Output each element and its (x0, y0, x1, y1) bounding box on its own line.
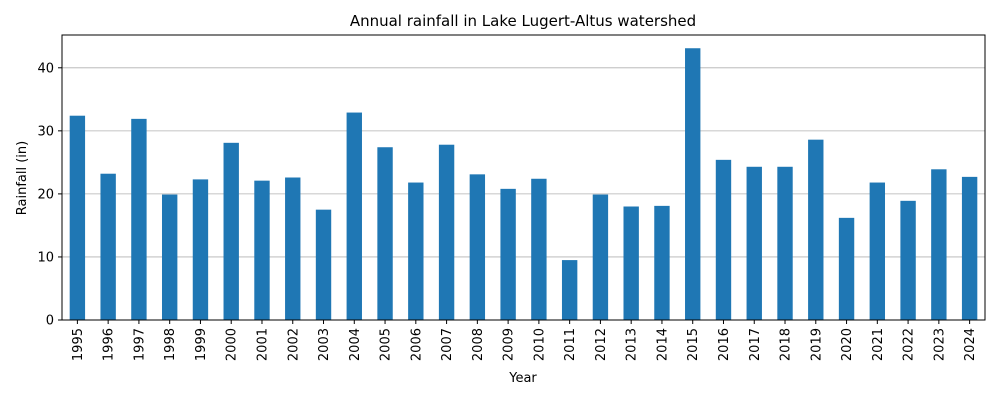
x-tick-label-2007: 2007 (440, 328, 455, 361)
bar-1999 (192, 179, 209, 320)
bar-2014 (654, 205, 670, 320)
bar-2012 (592, 194, 609, 320)
x-tick-label-2012: 2012 (594, 328, 609, 361)
x-tick-label-2014: 2014 (655, 328, 670, 361)
bar-2021 (869, 182, 886, 320)
y-tick-label: 10 (37, 250, 54, 265)
plot-frame (61, 34, 986, 321)
x-tick-label-2001: 2001 (255, 328, 270, 361)
x-tick-label-2017: 2017 (748, 328, 763, 361)
bar-2016 (715, 159, 732, 320)
x-tick-label-1999: 1999 (194, 328, 209, 361)
x-tick-label-2002: 2002 (286, 328, 301, 361)
bar-2004 (346, 112, 362, 320)
y-tick-label: 0 (46, 314, 54, 329)
x-tick-label-2000: 2000 (225, 328, 240, 361)
bar-1998 (161, 194, 178, 320)
x-tick-label-1996: 1996 (102, 328, 117, 361)
bar-2002 (285, 177, 301, 320)
y-axis-ticks: 0 10 20 30 40 (37, 61, 62, 329)
bar-2006 (408, 182, 424, 320)
bar-1996 (100, 173, 116, 320)
bar-2005 (377, 147, 393, 320)
y-tick-label: 30 (37, 124, 54, 139)
x-tick-label-2004: 2004 (348, 328, 363, 361)
x-tick-label-2009: 2009 (502, 328, 517, 361)
bar-1997 (131, 118, 147, 320)
x-tick-label-1997: 1997 (132, 328, 147, 361)
bar-2007 (438, 144, 455, 320)
x-tick-label-2011: 2011 (563, 328, 578, 361)
bar-2011 (561, 260, 578, 320)
x-tick-label-2019: 2019 (809, 328, 824, 361)
x-tick-label-2018: 2018 (779, 328, 794, 361)
bar-2010 (531, 178, 547, 320)
x-axis-label: Year (508, 371, 537, 386)
bar-2003 (315, 209, 332, 320)
bars (69, 48, 978, 320)
bar-2001 (254, 180, 270, 320)
bar-2013 (623, 206, 639, 320)
bar-2015 (685, 48, 701, 320)
bar-1995 (69, 115, 86, 320)
x-tick-label-2015: 2015 (686, 328, 701, 361)
bar-2019 (808, 139, 824, 320)
chart-title: Annual rainfall in Lake Lugert-Altus wat… (350, 12, 696, 30)
x-tick-label-2020: 2020 (840, 328, 855, 361)
bar-2008 (469, 174, 486, 320)
bar-2022 (900, 200, 916, 320)
bar-2024 (961, 176, 978, 320)
bar-2000 (223, 142, 239, 320)
x-axis-ticks: 1995 1996 1997 1998 1999 2000 2001 2002 2003 2004… (71, 320, 978, 361)
x-tick-label-1998: 1998 (163, 328, 178, 361)
x-tick-label-2006: 2006 (409, 328, 424, 361)
bar-2017 (746, 166, 762, 320)
bar-2018 (777, 166, 793, 320)
bar-2023 (931, 169, 947, 320)
x-tick-label-2008: 2008 (471, 328, 486, 361)
y-tick-label: 20 (37, 187, 54, 202)
x-tick-label-2021: 2021 (871, 328, 886, 361)
x-tick-label-2013: 2013 (625, 328, 640, 361)
x-tick-label-2016: 2016 (717, 328, 732, 361)
x-tick-label-2010: 2010 (532, 328, 547, 361)
x-tick-label-2022: 2022 (902, 328, 917, 361)
bar-2009 (500, 188, 516, 320)
x-tick-label-2024: 2024 (963, 328, 978, 361)
x-tick-label-2005: 2005 (379, 328, 394, 361)
bar-2020 (838, 217, 855, 320)
y-axis-label: Rainfall (in) (15, 141, 30, 215)
x-tick-label-2003: 2003 (317, 328, 332, 361)
y-tick-label: 40 (37, 61, 54, 76)
x-tick-label-1995: 1995 (71, 328, 86, 361)
x-tick-label-2023: 2023 (932, 328, 947, 361)
